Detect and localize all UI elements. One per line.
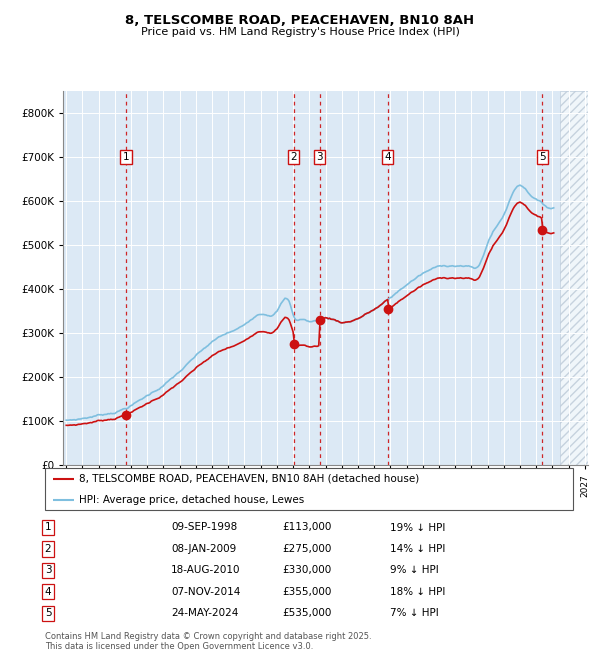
Text: Contains HM Land Registry data © Crown copyright and database right 2025.
This d: Contains HM Land Registry data © Crown c… bbox=[45, 632, 371, 650]
Text: 7% ↓ HPI: 7% ↓ HPI bbox=[390, 608, 439, 618]
Text: 4: 4 bbox=[385, 152, 391, 162]
Text: 08-JAN-2009: 08-JAN-2009 bbox=[171, 544, 236, 554]
FancyBboxPatch shape bbox=[45, 468, 573, 510]
Text: 3: 3 bbox=[316, 152, 323, 162]
Text: 5: 5 bbox=[539, 152, 546, 162]
Text: HPI: Average price, detached house, Lewes: HPI: Average price, detached house, Lewe… bbox=[79, 495, 305, 504]
Text: 1: 1 bbox=[123, 152, 130, 162]
Text: 14% ↓ HPI: 14% ↓ HPI bbox=[390, 544, 445, 554]
Text: 18-AUG-2010: 18-AUG-2010 bbox=[171, 566, 241, 575]
Text: 24-MAY-2024: 24-MAY-2024 bbox=[171, 608, 238, 618]
Text: £355,000: £355,000 bbox=[282, 587, 331, 597]
Text: 19% ↓ HPI: 19% ↓ HPI bbox=[390, 523, 445, 532]
Text: 9% ↓ HPI: 9% ↓ HPI bbox=[390, 566, 439, 575]
Text: 18% ↓ HPI: 18% ↓ HPI bbox=[390, 587, 445, 597]
Text: £330,000: £330,000 bbox=[282, 566, 331, 575]
Text: 2: 2 bbox=[44, 544, 52, 554]
Text: 1: 1 bbox=[44, 523, 52, 532]
Text: £535,000: £535,000 bbox=[282, 608, 331, 618]
Bar bbox=[560, 91, 588, 465]
Text: 8, TELSCOMBE ROAD, PEACEHAVEN, BN10 8AH (detached house): 8, TELSCOMBE ROAD, PEACEHAVEN, BN10 8AH … bbox=[79, 474, 419, 484]
Text: 8, TELSCOMBE ROAD, PEACEHAVEN, BN10 8AH: 8, TELSCOMBE ROAD, PEACEHAVEN, BN10 8AH bbox=[125, 14, 475, 27]
Text: 3: 3 bbox=[44, 566, 52, 575]
Text: 5: 5 bbox=[44, 608, 52, 618]
Text: 09-SEP-1998: 09-SEP-1998 bbox=[171, 523, 237, 532]
Text: Price paid vs. HM Land Registry's House Price Index (HPI): Price paid vs. HM Land Registry's House … bbox=[140, 27, 460, 37]
Text: 4: 4 bbox=[44, 587, 52, 597]
Text: £275,000: £275,000 bbox=[282, 544, 331, 554]
Text: £113,000: £113,000 bbox=[282, 523, 331, 532]
Text: 07-NOV-2014: 07-NOV-2014 bbox=[171, 587, 241, 597]
Text: 2: 2 bbox=[290, 152, 297, 162]
